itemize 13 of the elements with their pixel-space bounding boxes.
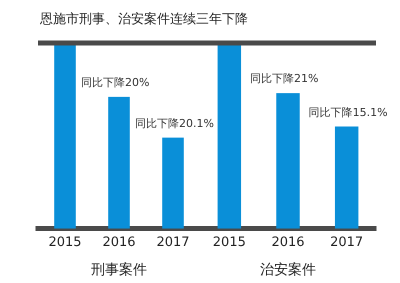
x-tick-label: 2015 — [48, 234, 82, 250]
x-tick-label: 2015 — [212, 234, 246, 250]
x-tick-label: 2017 — [330, 234, 364, 250]
annotation: 同比下降15.1% — [308, 104, 388, 120]
x-tick-label: 2017 — [156, 234, 190, 250]
annotation: 同比下降20% — [81, 74, 150, 90]
x-tick-label: 2016 — [102, 234, 136, 250]
x-axis-title: 治安案件 — [260, 261, 316, 278]
x-axis-title: 刑事案件 — [91, 261, 147, 278]
annotation: 同比下降21% — [250, 71, 318, 86]
x-tick-label: 2016 — [271, 234, 305, 250]
annotation: 同比下降20.1% — [135, 116, 214, 131]
chart-title: 恩施市刑事、治安案件连续三年下降 — [40, 11, 248, 28]
